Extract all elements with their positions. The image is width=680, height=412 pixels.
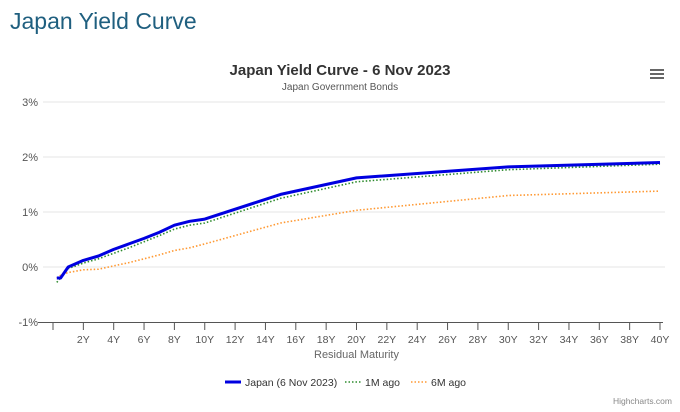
series-line-2: [56, 190, 661, 279]
x-tick-label: 18Y: [317, 334, 336, 346]
legend-item: 1M ago: [365, 377, 400, 389]
x-tick-label: 4Y: [107, 334, 120, 346]
y-tick-label: -1%: [18, 317, 38, 329]
x-tick-label: 16Y: [286, 334, 305, 346]
series-line-1: [56, 163, 661, 283]
y-tick-label: 2%: [22, 152, 38, 164]
legend-item: Japan (6 Nov 2023): [245, 377, 337, 389]
y-tick-label: 3%: [22, 97, 38, 109]
x-tick-label: 30Y: [499, 334, 518, 346]
x-tick-label: 40Y: [651, 334, 670, 346]
x-tick-label: 14Y: [256, 334, 275, 346]
x-tick-label: 28Y: [469, 334, 488, 346]
x-tick-label: 24Y: [408, 334, 427, 346]
x-tick-label: 2Y: [77, 334, 90, 346]
series-line-0: [56, 161, 661, 280]
legend-item: 6M ago: [431, 377, 466, 389]
x-tick-label: 12Y: [226, 334, 245, 346]
page-heading: Japan Yield Curve: [10, 8, 197, 34]
x-tick-label: 26Y: [438, 334, 457, 346]
x-tick-label: 32Y: [529, 334, 548, 346]
chart-title: Japan Yield Curve - 6 Nov 2023: [230, 62, 451, 79]
x-tick-label: 22Y: [378, 334, 397, 346]
x-tick-label: 38Y: [620, 334, 639, 346]
y-tick-label: 0%: [22, 262, 38, 274]
x-tick-label: 8Y: [168, 334, 181, 346]
chart-subtitle: Japan Government Bonds: [282, 82, 398, 93]
y-tick-label: 1%: [22, 207, 38, 219]
x-axis-title: Residual Maturity: [314, 349, 399, 361]
x-tick-label: 6Y: [138, 334, 151, 346]
x-tick-label: 34Y: [560, 334, 579, 346]
credits-link: Highcharts.com: [613, 396, 672, 406]
x-tick-label: 10Y: [195, 334, 214, 346]
hamburger-icon: [650, 69, 664, 71]
chart-menu-button[interactable]: [650, 67, 664, 81]
x-tick-label: 20Y: [347, 334, 366, 346]
x-tick-label: 36Y: [590, 334, 609, 346]
